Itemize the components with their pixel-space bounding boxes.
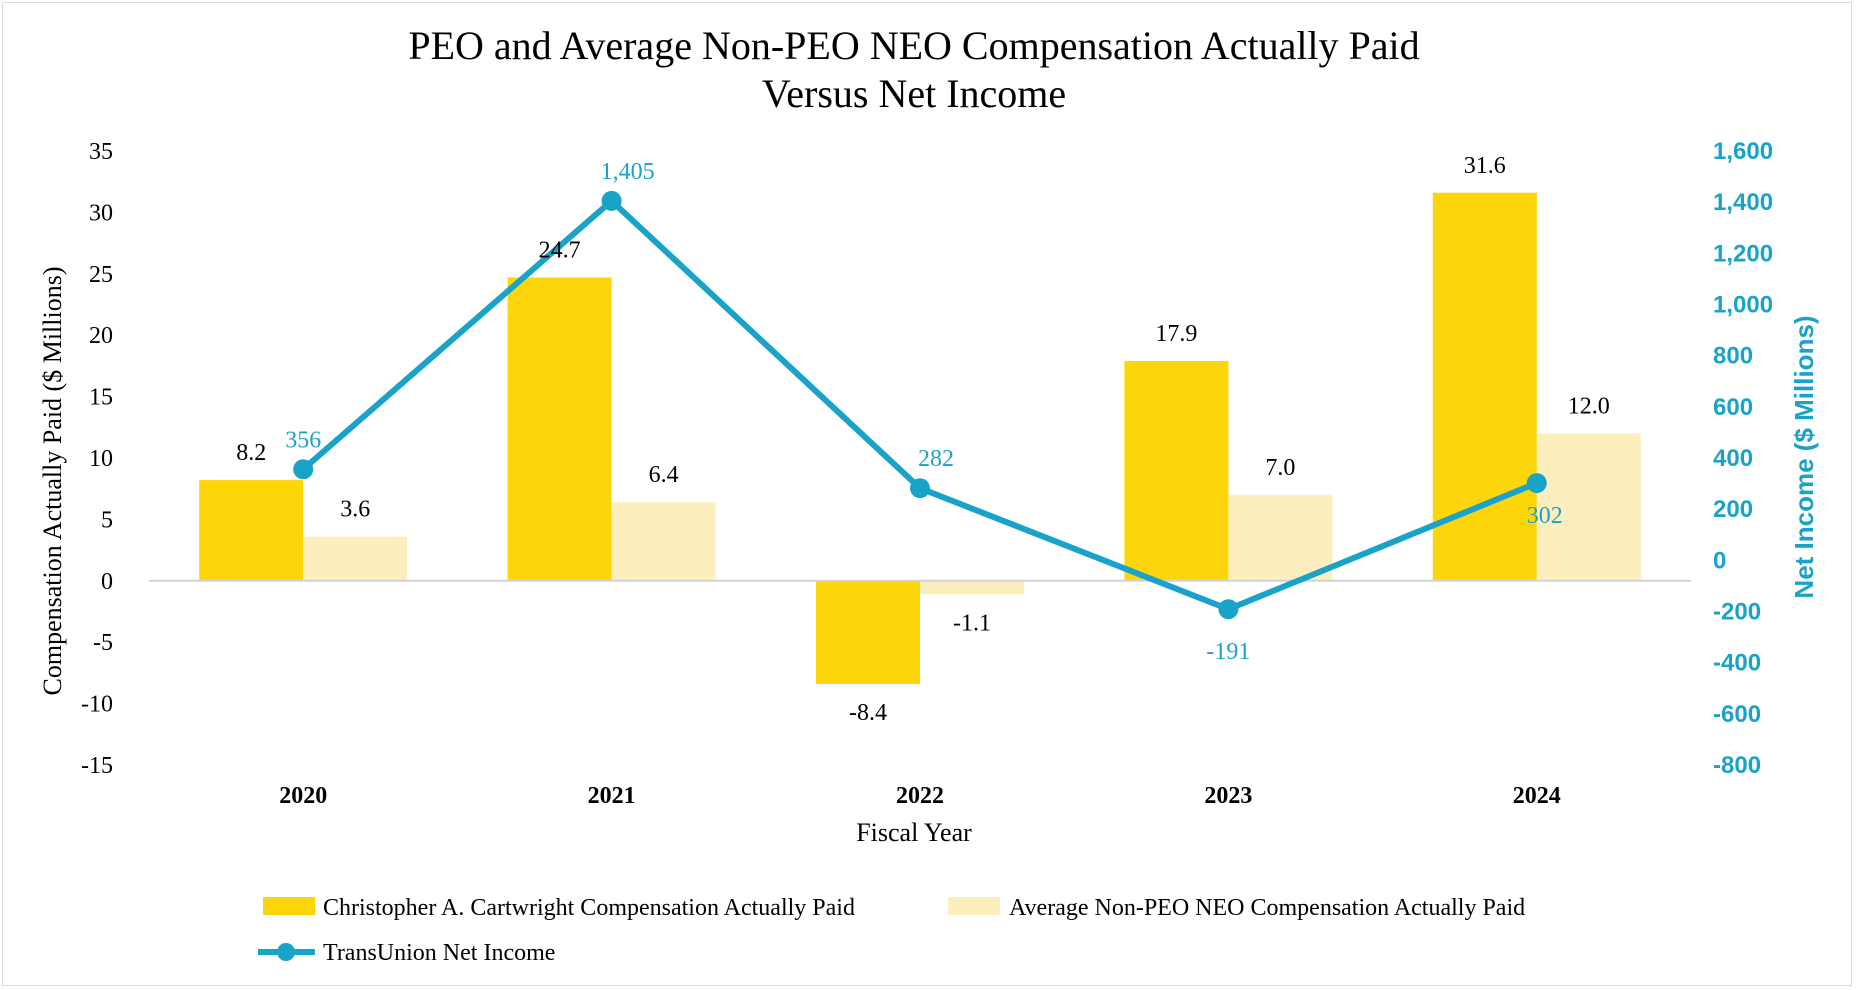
x-category-label: 2023	[1204, 783, 1252, 809]
y2-tick-label: 200	[1713, 496, 1753, 523]
net-income-data-label: 356	[285, 427, 321, 453]
y-axis-ticks: 35 30 25 20 15 10 5 0 -5 -10 -15	[81, 139, 113, 779]
chart-title-line-1: PEO and Average Non-PEO NEO Compensation…	[408, 23, 1419, 68]
y2-tick-label: -400	[1713, 650, 1761, 677]
net-income-marker	[601, 190, 622, 211]
neo-data-label: 12.0	[1568, 393, 1610, 419]
peo-bar	[1432, 192, 1537, 581]
data-labels-group: 8.2 24.7 -8.4 17.9 31.6 3.6 6.4 -1.1 7.0 12.0 356 1…	[236, 153, 1610, 726]
y-tick-label: 15	[89, 385, 113, 411]
y-tick-label: 0	[101, 569, 113, 595]
neo-data-label: -1.1	[953, 610, 991, 636]
net-income-marker	[1218, 599, 1239, 620]
y-axis-title: Compensation Actually Paid ($ Millions)	[38, 267, 67, 696]
legend-label-peo: Christopher A. Cartwright Compensation A…	[323, 895, 855, 921]
x-category-label: 2022	[896, 783, 944, 809]
y2-tick-label: 1,200	[1713, 240, 1773, 267]
net-income-data-label: 1,405	[601, 159, 655, 185]
peo-bar	[816, 580, 920, 684]
y2-tick-label: -600	[1713, 701, 1761, 728]
y-tick-label: -15	[81, 753, 113, 779]
y-tick-label: -10	[81, 692, 113, 718]
chart-title-line-2: Versus Net Income	[762, 71, 1066, 116]
y-tick-label: 10	[89, 446, 113, 472]
net-income-data-label: 282	[918, 446, 954, 472]
neo-bar	[611, 502, 716, 581]
line-series-group	[293, 190, 1547, 620]
peo-data-label: 24.7	[539, 237, 581, 263]
y2-axis-title: Net Income ($ Millions)	[1789, 315, 1819, 598]
legend-label-net-income: TransUnion Net Income	[323, 940, 555, 966]
y2-tick-label: 600	[1713, 394, 1753, 421]
neo-data-label: 3.6	[340, 497, 370, 523]
y2-tick-label: 1,400	[1713, 189, 1773, 216]
chart-canvas: PEO and Average Non-PEO NEO Compensation…	[38, 23, 1819, 966]
x-axis-categories: 2020 2021 2022 2023 2024	[279, 783, 1561, 809]
neo-bar	[920, 580, 1024, 595]
neo-data-label: 7.0	[1265, 455, 1295, 481]
peo-data-label: 17.9	[1155, 321, 1197, 347]
legend-swatch-neo	[948, 897, 1000, 915]
neo-data-label: 6.4	[649, 462, 679, 488]
x-category-label: 2021	[588, 783, 636, 809]
y-tick-label: 25	[89, 262, 113, 288]
y-tick-label: -5	[93, 630, 113, 656]
net-income-marker	[1526, 473, 1547, 494]
neo-bar	[303, 536, 408, 581]
net-income-data-label: 302	[1527, 503, 1563, 529]
y2-tick-label: -800	[1713, 752, 1761, 779]
legend-swatch-marker	[277, 943, 295, 961]
y-tick-label: 30	[89, 200, 113, 226]
legend-label-neo: Average Non-PEO NEO Compensation Actuall…	[1009, 895, 1525, 921]
net-income-marker	[910, 478, 930, 499]
legend: Christopher A. Cartwright Compensation A…	[258, 895, 1525, 966]
net-income-line	[301, 197, 1538, 613]
neo-bar	[1228, 494, 1333, 581]
peo-data-label: -8.4	[849, 700, 887, 726]
x-category-label: 2024	[1513, 783, 1561, 809]
neo-bar	[1536, 433, 1641, 581]
peo-data-label: 8.2	[236, 440, 266, 466]
peo-bar	[199, 480, 304, 581]
peo-bar	[507, 277, 612, 581]
y2-tick-label: -200	[1713, 599, 1761, 626]
net-income-data-label: -191	[1206, 639, 1250, 665]
y-tick-label: 20	[89, 323, 113, 349]
peo-bar	[1124, 360, 1229, 581]
y2-axis-ticks: 1,600 1,400 1,200 1,000 800 600 400 200 0 -200 -40…	[1713, 138, 1773, 779]
peo-data-label: 31.6	[1464, 153, 1506, 179]
y2-tick-label: 0	[1713, 547, 1726, 574]
chart-title: PEO and Average Non-PEO NEO Compensation…	[408, 23, 1419, 116]
x-category-label: 2020	[279, 783, 327, 809]
y2-tick-label: 1,600	[1713, 138, 1773, 165]
net-income-marker	[293, 459, 314, 480]
y-tick-label: 35	[89, 139, 113, 165]
y2-tick-label: 400	[1713, 445, 1753, 472]
bar-series-group	[199, 192, 1641, 684]
y2-tick-label: 800	[1713, 343, 1753, 370]
legend-swatch-peo	[263, 897, 315, 915]
y-tick-label: 5	[101, 507, 113, 533]
y2-tick-label: 1,000	[1713, 292, 1773, 319]
x-axis-title: Fiscal Year	[856, 818, 972, 847]
